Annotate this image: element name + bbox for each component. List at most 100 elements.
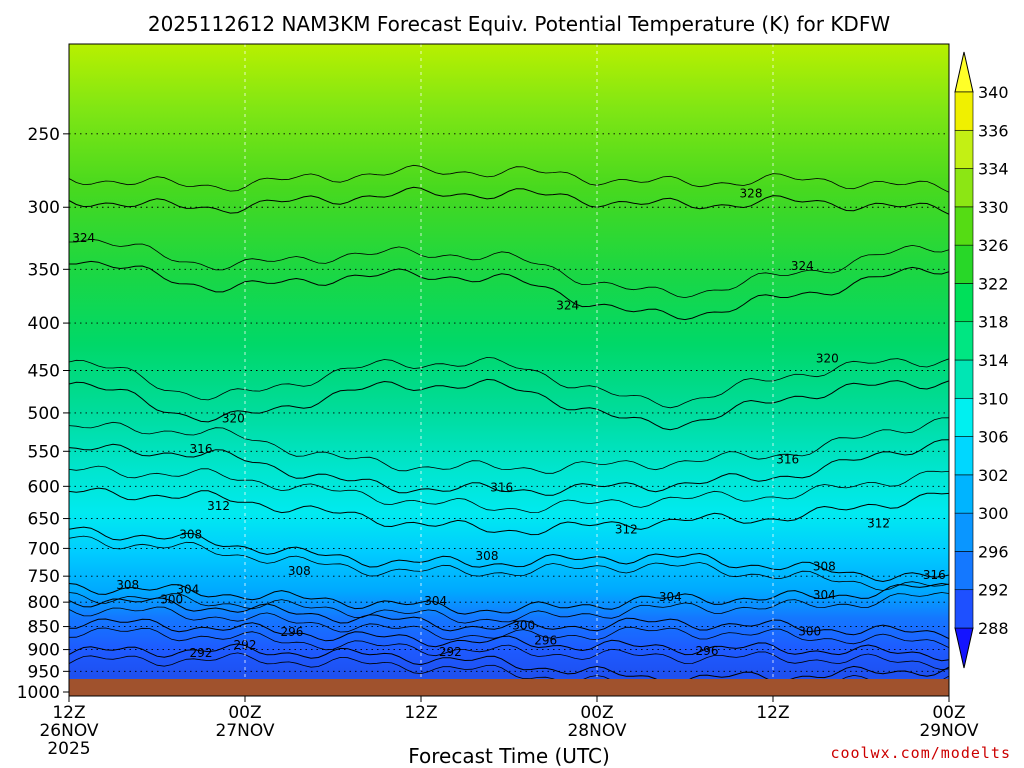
x-tick-label: 28NOV (567, 721, 626, 741)
contour-label: 308 (116, 578, 139, 592)
colorbar-label: 322 (978, 274, 1009, 293)
y-tick-label: 300 (28, 198, 60, 218)
colorbar-label: 310 (978, 389, 1009, 408)
contour-label: 324 (791, 259, 814, 273)
contour-label: 292 (439, 645, 462, 659)
colorbar-label: 318 (978, 313, 1009, 332)
x-tick-label: 26NOV (39, 721, 98, 741)
x-tick-label: 29NOV (919, 721, 978, 741)
colorbar-label: 334 (978, 160, 1009, 179)
contour-label: 304 (176, 582, 199, 596)
chart-title: 2025112612 NAM3KM Forecast Equiv. Potent… (148, 12, 890, 36)
colorbar-swatch (954, 589, 974, 629)
y-tick-label: 400 (28, 314, 60, 334)
x-tick-label: 12Z (52, 703, 85, 723)
plot-area: 328 324 324 324 320 320 316 316 316 316 312 312 312 3… (68, 43, 950, 697)
colorbar-swatch (954, 551, 974, 591)
y-tick-label: 250 (28, 125, 60, 145)
contour-label: 320 (222, 412, 245, 426)
contour-line-312 (69, 487, 949, 536)
contour-line-304-secondary (69, 592, 949, 624)
colorbar-swatch (954, 474, 974, 514)
contour-labels: 328 324 324 324 320 320 316 316 316 316 312 312 312 3… (72, 187, 946, 696)
contour-line-296-secondary (69, 627, 949, 671)
colorbar-swatch (954, 359, 974, 399)
colorbar-min-arrow (954, 627, 974, 669)
contour-label: 316 (923, 568, 946, 582)
colorbar-swatch (954, 397, 974, 437)
colorbar-label: 306 (978, 428, 1009, 447)
y-tick-label: 500 (28, 404, 60, 424)
colorbar-label: 314 (978, 351, 1009, 370)
contour-label: 324 (556, 299, 579, 313)
contour-line-312-secondary (69, 465, 949, 514)
contour-label: 300 (512, 619, 535, 633)
colorbar-label: 288 (978, 619, 1009, 638)
x-tick-label: 00Z (932, 703, 965, 723)
y-tick-label: 850 (28, 618, 60, 638)
contour-label: 312 (867, 516, 890, 530)
colorbar-label: 302 (978, 466, 1009, 485)
colorbar-swatch (954, 512, 974, 552)
contour-line-300-secondary (69, 606, 949, 649)
contour-line-316-secondary (69, 417, 949, 474)
contour-line-304 (69, 582, 949, 615)
grid-lines (69, 44, 949, 696)
y-tick-label: 550 (28, 442, 60, 462)
contour-line-316 (69, 439, 949, 496)
x-axis-label: Forecast Time (UTC) (408, 744, 610, 768)
contour-label: 308 (813, 559, 836, 573)
y-tick-label: 1000 (17, 683, 60, 703)
y-tick-label: 650 (28, 510, 60, 530)
contour-line-324-secondary (69, 238, 949, 299)
contour-label: 320 (816, 352, 839, 366)
x-tick-label: 12Z (756, 703, 789, 723)
contour-label: 324 (72, 231, 95, 245)
x-tick-label: 2025 (47, 739, 90, 759)
contour-label: 316 (190, 442, 213, 456)
ground-surface (69, 679, 949, 696)
contour-line-308-secondary (69, 535, 949, 591)
colorbar-swatch (954, 436, 974, 476)
contour-label: 304 (424, 594, 447, 608)
y-tick-label: 450 (28, 361, 60, 381)
colorbar-label: 326 (978, 236, 1009, 255)
contour-label: 304 (813, 588, 836, 602)
contour-line-296 (69, 618, 949, 662)
colorbar-label: 300 (978, 504, 1009, 523)
contour-label: 296 (534, 634, 557, 648)
contour-line-320-secondary (69, 356, 949, 409)
contour-label: 316 (776, 452, 799, 466)
contour-line-328-secondary (69, 164, 949, 193)
contour-label: 292 (190, 646, 213, 660)
colorbar-label: 296 (978, 542, 1009, 561)
contour-label: 328 (740, 187, 763, 201)
contour-label: 296 (696, 644, 719, 658)
colorbar-swatch (954, 168, 974, 208)
contour-label: 304 (659, 590, 682, 604)
colorbar-label: 340 (978, 83, 1009, 102)
colorbar-swatch (954, 206, 974, 246)
contour-label: 292 (234, 638, 257, 652)
contour-label: 308 (288, 564, 311, 578)
contour-line-308 (69, 526, 949, 583)
colorbar-label: 330 (978, 198, 1009, 217)
y-axis: 250 300 350 400 450 500 550 600 650 700 750 800 850 9… (17, 125, 69, 703)
y-tick-label: 950 (28, 662, 60, 682)
colorbar-max-arrow (954, 51, 974, 93)
contour-label: 312 (615, 523, 638, 537)
contour-line-324 (69, 260, 949, 321)
y-tick-label: 750 (28, 567, 60, 587)
contour-label: 312 (207, 499, 230, 513)
colorbar-swatch (954, 244, 974, 284)
y-tick-label: 350 (28, 260, 60, 280)
credit-text: coolwx.com/modelts (830, 744, 1011, 762)
contour-label: 316 (490, 481, 513, 495)
theta-e-field (69, 44, 949, 696)
contour-label: 308 (476, 549, 499, 563)
contour-label: 300 (160, 593, 183, 607)
contour-label: 296 (280, 625, 303, 639)
y-tick-label: 900 (28, 641, 60, 661)
